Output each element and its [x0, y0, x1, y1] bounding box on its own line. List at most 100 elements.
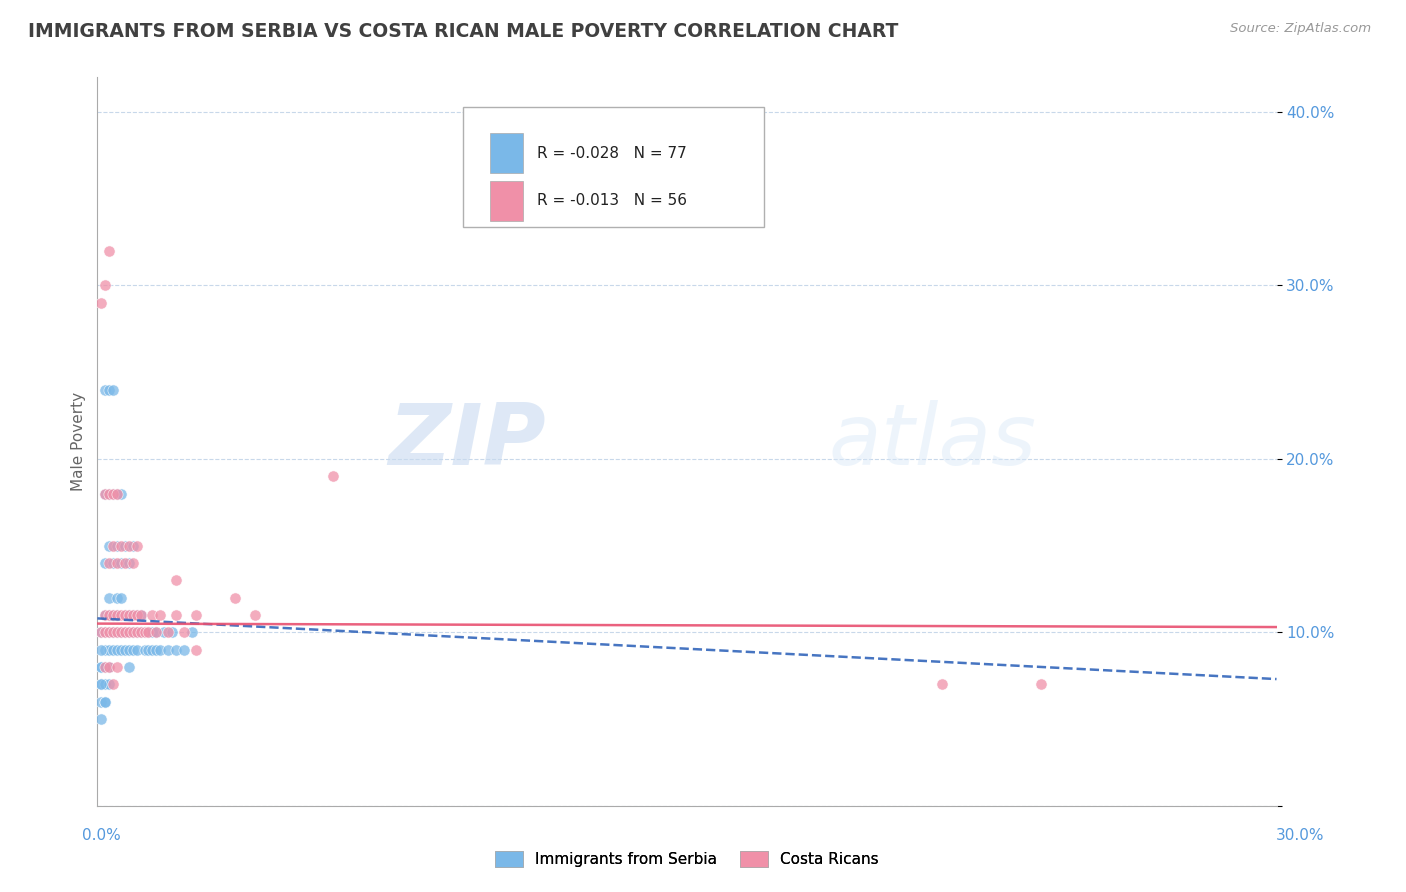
Point [184, 642, 207, 657]
Point [134, 625, 156, 640]
Point [138, 625, 160, 640]
Point [101, 677, 124, 691]
Point [121, 625, 143, 640]
Point [160, 625, 183, 640]
Point [98, 607, 121, 622]
Point [105, 556, 128, 570]
Point [101, 625, 124, 640]
Point [165, 607, 187, 622]
Point [114, 625, 136, 640]
Point [121, 625, 143, 640]
Point [118, 607, 141, 622]
Point [118, 625, 141, 640]
Point [90, 677, 112, 691]
Point [101, 539, 124, 553]
Point [145, 625, 167, 640]
Point [184, 607, 207, 622]
Point [98, 486, 121, 500]
Point [110, 591, 132, 605]
Point [118, 607, 141, 622]
Point [110, 556, 132, 570]
Point [138, 625, 160, 640]
Point [90, 625, 112, 640]
Point [94, 642, 117, 657]
Point [94, 625, 117, 640]
Point [141, 642, 163, 657]
Point [180, 625, 202, 640]
Point [101, 607, 124, 622]
Point [118, 660, 141, 674]
Point [94, 660, 117, 674]
Point [145, 625, 167, 640]
Point [114, 607, 136, 622]
Point [105, 625, 128, 640]
Point [101, 383, 124, 397]
Point [101, 556, 124, 570]
Point [121, 607, 143, 622]
Point [98, 591, 121, 605]
Point [121, 539, 143, 553]
Point [165, 642, 187, 657]
Point [114, 642, 136, 657]
Point [118, 539, 141, 553]
Legend: Immigrants from Serbia, Costa Ricans: Immigrants from Serbia, Costa Ricans [495, 851, 879, 867]
Point [94, 486, 117, 500]
Point [105, 625, 128, 640]
Point [98, 625, 121, 640]
Text: ZIP: ZIP [388, 400, 546, 483]
Point [129, 607, 152, 622]
Point [101, 486, 124, 500]
Text: IMMIGRANTS FROM SERBIA VS COSTA RICAN MALE POVERTY CORRELATION CHART: IMMIGRANTS FROM SERBIA VS COSTA RICAN MA… [28, 22, 898, 41]
Point [110, 539, 132, 553]
Point [114, 556, 136, 570]
Point [101, 625, 124, 640]
Point [125, 539, 148, 553]
Point [157, 642, 180, 657]
Point [1029, 677, 1052, 691]
Point [129, 625, 152, 640]
Point [94, 383, 117, 397]
Point [149, 607, 172, 622]
Point [94, 556, 117, 570]
Point [105, 660, 128, 674]
Point [105, 607, 128, 622]
Text: 30.0%: 30.0% [1277, 828, 1324, 843]
Point [129, 607, 152, 622]
Point [173, 642, 195, 657]
Point [125, 642, 148, 657]
Point [90, 625, 112, 640]
Point [98, 660, 121, 674]
Point [98, 625, 121, 640]
Point [90, 642, 112, 657]
Point [125, 607, 148, 622]
FancyBboxPatch shape [491, 181, 523, 221]
Point [90, 660, 112, 674]
Point [110, 642, 132, 657]
Point [98, 383, 121, 397]
Text: R = -0.013   N = 56: R = -0.013 N = 56 [537, 194, 688, 208]
Point [105, 486, 128, 500]
Point [98, 677, 121, 691]
Point [94, 625, 117, 640]
Text: R = -0.028   N = 77: R = -0.028 N = 77 [537, 146, 688, 161]
Point [134, 625, 156, 640]
Point [153, 625, 176, 640]
Point [931, 677, 953, 691]
Point [110, 486, 132, 500]
Point [94, 607, 117, 622]
Point [90, 296, 112, 310]
Y-axis label: Male Poverty: Male Poverty [72, 392, 86, 491]
Point [114, 625, 136, 640]
Point [121, 556, 143, 570]
Point [138, 642, 160, 657]
Point [173, 625, 195, 640]
Point [110, 625, 132, 640]
Point [94, 278, 117, 293]
Point [98, 642, 121, 657]
Point [105, 607, 128, 622]
Point [141, 625, 163, 640]
Point [101, 607, 124, 622]
Point [98, 244, 121, 258]
Point [134, 642, 156, 657]
Point [90, 677, 112, 691]
